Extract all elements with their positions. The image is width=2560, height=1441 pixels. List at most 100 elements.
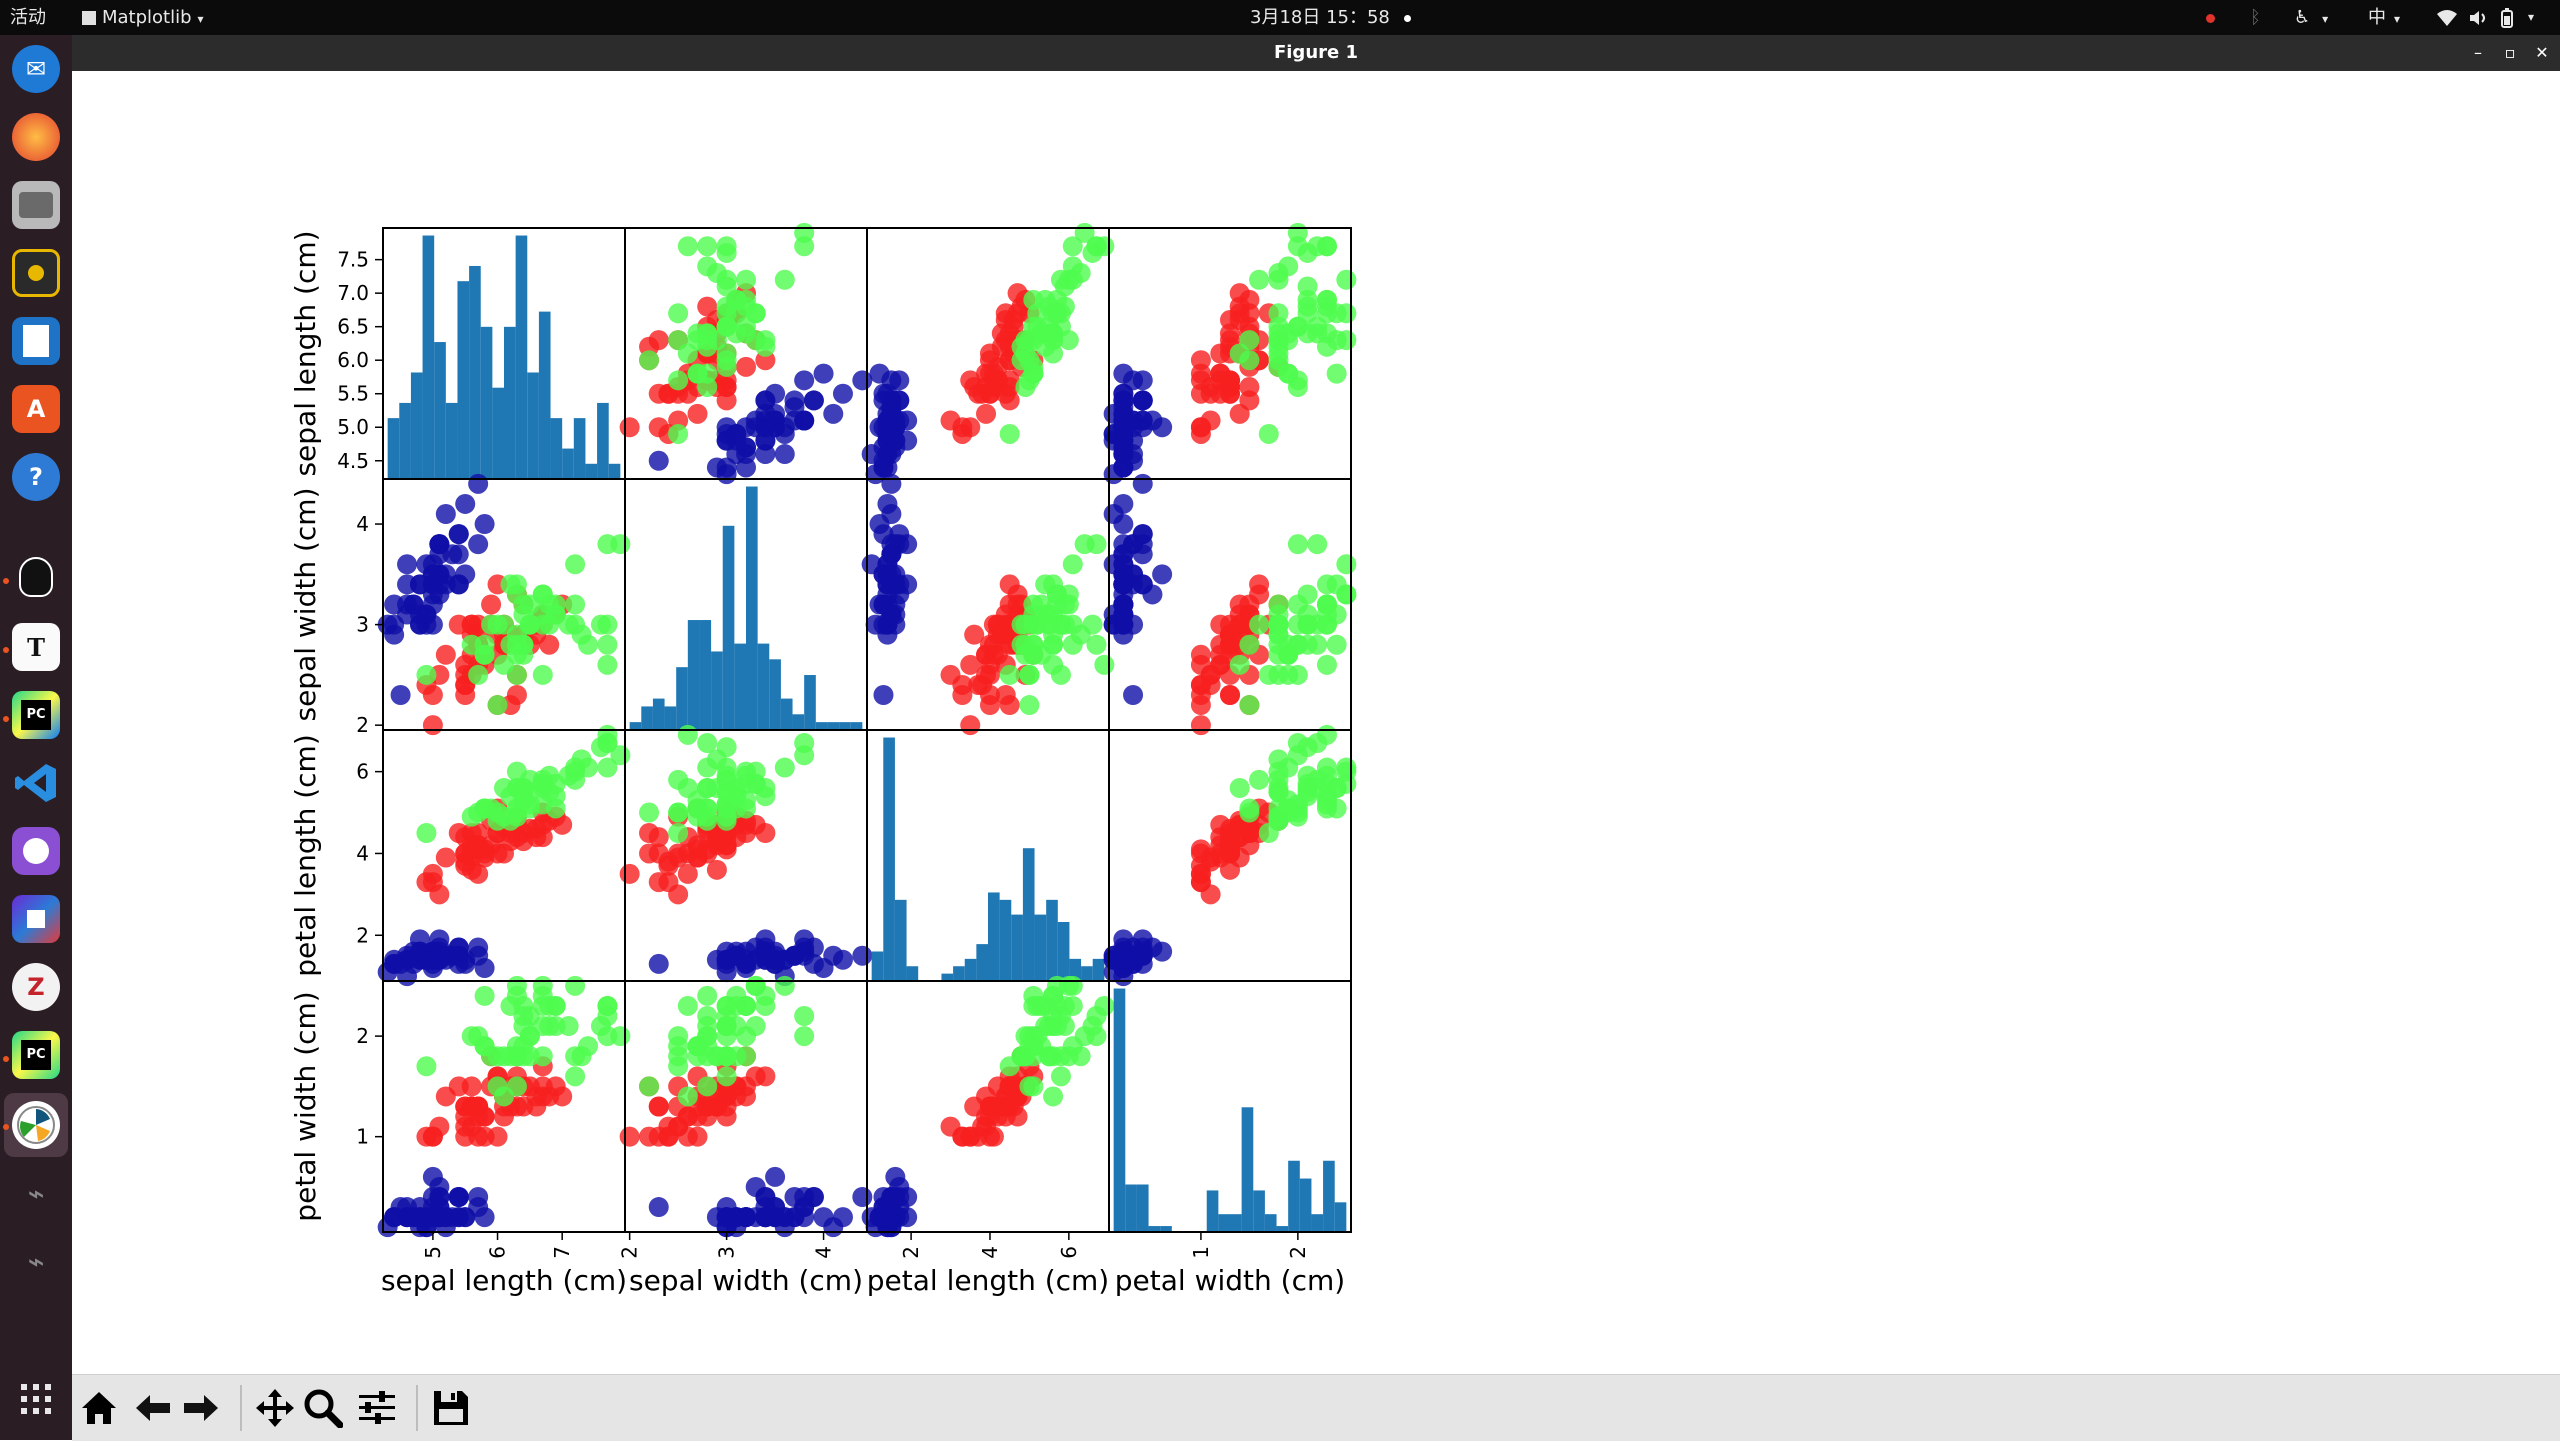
help-icon[interactable]: ? <box>12 453 60 501</box>
data-point <box>1132 410 1153 431</box>
activities-button[interactable]: 活动 <box>10 7 46 28</box>
data-point <box>1035 574 1056 595</box>
histogram-bar <box>399 402 411 479</box>
y-tick-label: 2 <box>356 713 369 737</box>
histogram-bar <box>1253 1190 1265 1232</box>
x-tick-label: 2 <box>618 1246 642 1259</box>
data-point <box>697 985 718 1006</box>
github-desktop-icon[interactable] <box>12 827 60 875</box>
software-center-icon[interactable]: A <box>12 385 60 433</box>
libreoffice-writer-icon[interactable] <box>12 317 60 365</box>
data-point <box>532 773 553 794</box>
clock[interactable]: 3月18日 15：58 <box>1250 0 1411 35</box>
histogram-bar <box>734 643 746 730</box>
data-point <box>852 945 873 966</box>
histogram-bar <box>827 722 840 730</box>
data-point <box>677 778 698 799</box>
data-point <box>677 724 698 745</box>
figure-canvas[interactable]: 4.5 5.0 5.5 6.0 6.5 7.0 7.5 sepal length (cm) 2 3… <box>72 71 2560 1374</box>
running-indicator-dot <box>3 1056 9 1062</box>
back-icon[interactable] <box>130 1385 176 1431</box>
top-bar: 活动 Matplotlib ▾ 3月18日 15：58 ᛒ ♿︎ ▾ 中 ▾ ▾ <box>0 0 2560 35</box>
files-icon[interactable] <box>12 181 60 229</box>
battery-icon[interactable] <box>2500 0 2514 35</box>
accessibility-icon[interactable]: ♿︎ ▾ <box>2294 7 2329 28</box>
histogram-bar <box>780 698 793 730</box>
bluetooth-icon[interactable]: ᛒ <box>2250 7 2261 28</box>
data-point <box>745 417 766 438</box>
data-point <box>1316 724 1337 745</box>
data-point <box>765 383 786 404</box>
data-point <box>983 1096 1004 1117</box>
data-point <box>1326 363 1347 384</box>
data-point <box>429 1116 450 1137</box>
data-point <box>1094 995 1115 1016</box>
data-point <box>1258 423 1279 444</box>
data-point <box>832 949 853 970</box>
minimize-icon[interactable]: – <box>2474 43 2482 62</box>
data-point <box>1229 343 1250 364</box>
configure-subplots-icon[interactable] <box>354 1385 400 1431</box>
data-point <box>716 995 737 1016</box>
histogram-bar <box>711 651 723 730</box>
data-point <box>1035 995 1056 1016</box>
window-title-bar[interactable]: Figure 1 – ▫ ✕ <box>72 35 2560 71</box>
wifi-icon[interactable] <box>2436 0 2458 35</box>
pan-icon[interactable] <box>252 1385 298 1431</box>
thunderbird-icon[interactable]: ✉ <box>12 45 60 93</box>
rhythmbox-icon[interactable] <box>12 249 60 297</box>
pycharm-pro-icon[interactable]: PC <box>12 1031 60 1079</box>
maximize-icon[interactable]: ▫ <box>2504 43 2516 62</box>
window-title: Figure 1 <box>1273 42 1359 63</box>
data-point <box>697 330 718 351</box>
data-point <box>481 798 502 819</box>
data-point <box>409 614 430 635</box>
qq-icon[interactable] <box>12 553 60 601</box>
histogram-bar <box>722 525 735 730</box>
data-point <box>487 695 508 716</box>
vscode-icon[interactable] <box>12 759 60 807</box>
histogram-bar <box>387 418 400 479</box>
histogram-bar <box>999 899 1012 981</box>
histogram-bar <box>953 966 965 981</box>
histogram-bar <box>1113 988 1126 1232</box>
data-point <box>765 941 786 962</box>
data-point <box>964 624 985 645</box>
data-point <box>697 1096 718 1117</box>
histogram-bar <box>1092 958 1105 981</box>
data-point <box>468 1096 489 1117</box>
home-icon[interactable] <box>76 1385 122 1431</box>
system-menu-chevron-icon[interactable]: ▾ <box>2528 10 2535 24</box>
usb-drive-icon[interactable]: ⌁ <box>27 1176 45 1210</box>
firefox-icon[interactable] <box>12 113 60 161</box>
record-indicator-icon[interactable] <box>2206 0 2215 35</box>
pixel-app-icon[interactable] <box>12 895 60 943</box>
data-point <box>448 1187 469 1208</box>
data-point <box>1050 269 1071 290</box>
zotero-icon[interactable]: Z <box>12 963 60 1011</box>
usb-drive-icon[interactable]: ⌁ <box>27 1244 45 1278</box>
forward-icon[interactable] <box>178 1385 224 1431</box>
data-point <box>774 975 795 996</box>
data-point <box>745 975 766 996</box>
data-point <box>416 823 437 844</box>
data-point <box>755 995 776 1016</box>
input-method[interactable]: 中 ▾ <box>2368 0 2400 35</box>
close-icon[interactable]: ✕ <box>2535 43 2549 62</box>
save-icon[interactable] <box>428 1385 474 1431</box>
data-point <box>474 985 495 1006</box>
data-point <box>832 383 853 404</box>
pycharm-icon[interactable]: PC <box>12 691 60 739</box>
data-point <box>716 798 737 819</box>
app-menu[interactable]: Matplotlib ▾ <box>82 0 204 35</box>
data-point <box>755 786 776 807</box>
volume-icon[interactable] <box>2468 0 2490 35</box>
typora-icon[interactable]: T <box>12 623 60 671</box>
data-point <box>687 798 708 819</box>
histogram-bar <box>1218 1214 1230 1232</box>
show-apps-icon[interactable] <box>12 1375 60 1423</box>
dock: ✉ A ? T PC Z PC ⌁ ⌁ <box>0 35 72 1440</box>
histogram-bar <box>1264 1214 1277 1232</box>
zoom-icon[interactable] <box>300 1385 346 1431</box>
matplotlib-icon[interactable] <box>12 1101 60 1149</box>
